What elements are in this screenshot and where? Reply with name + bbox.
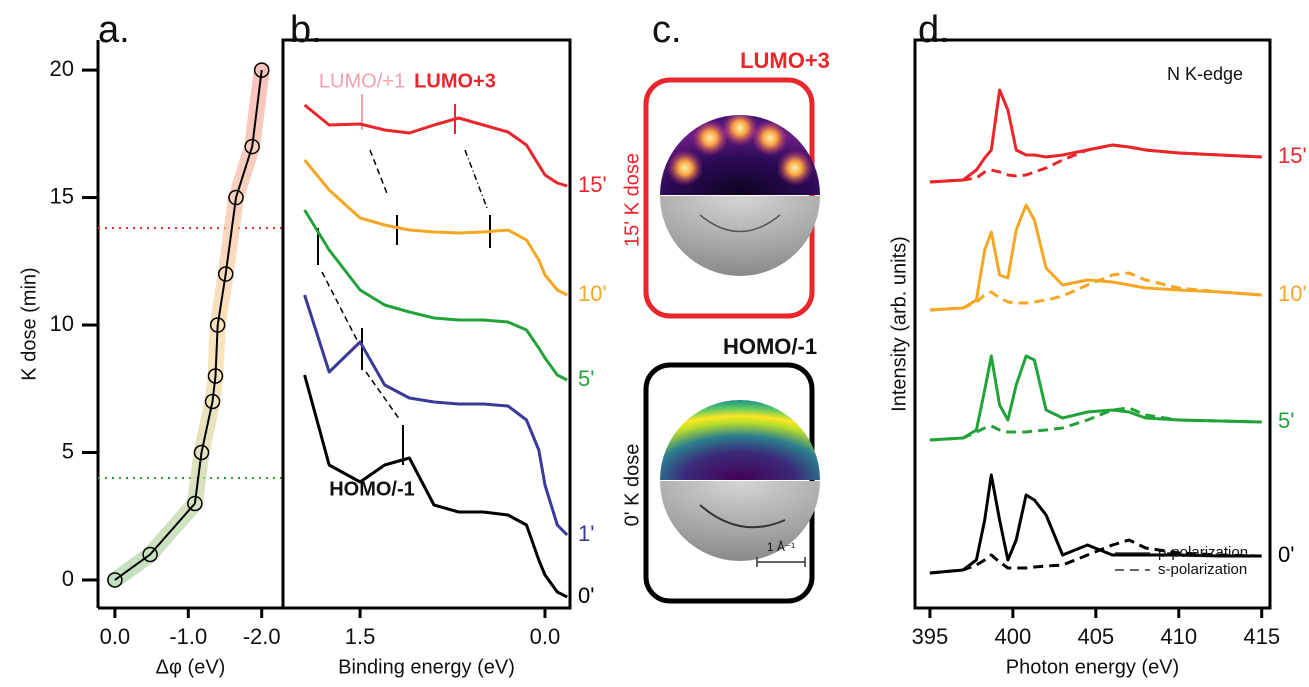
line xyxy=(929,203,1262,312)
series-label: 0' xyxy=(1278,542,1294,567)
axes-frame xyxy=(913,38,1272,610)
spot xyxy=(777,150,813,186)
marker xyxy=(253,62,270,78)
x-axis-label: Δφ (eV) xyxy=(156,656,226,678)
marker xyxy=(207,368,224,384)
leed-feature xyxy=(699,504,786,529)
marker xyxy=(244,138,260,155)
orbital-label: LUMO+3 xyxy=(740,48,830,73)
leed-image xyxy=(660,196,820,276)
panel-label: c. xyxy=(652,9,682,51)
line-s-polarization xyxy=(929,271,1262,312)
line xyxy=(303,159,568,297)
panel-label: a. xyxy=(98,9,130,51)
panel-label: d. xyxy=(918,9,950,51)
line xyxy=(929,473,1262,575)
line xyxy=(303,294,569,537)
marker xyxy=(193,444,210,461)
series-label: 10' xyxy=(1278,281,1307,306)
series-label: 5' xyxy=(1278,408,1294,433)
x-tick-label: 0.0 xyxy=(100,624,131,649)
x-axis-label: Binding energy (eV) xyxy=(338,656,515,678)
annotation: HOMO/-1 xyxy=(329,478,415,500)
line xyxy=(303,103,568,188)
line xyxy=(303,209,568,382)
homo-map xyxy=(660,400,820,480)
line xyxy=(303,374,568,599)
y-tick-label: 0 xyxy=(62,566,74,591)
axes-frame xyxy=(281,38,572,610)
marker xyxy=(204,393,221,410)
spot xyxy=(692,120,728,156)
spot xyxy=(752,120,788,156)
spot xyxy=(667,150,703,186)
dose-label: 0' K dose xyxy=(621,444,643,527)
x-tick-label: 400 xyxy=(995,624,1032,649)
peak-guides xyxy=(317,94,491,465)
x-tick-label: 0.0 xyxy=(530,624,561,649)
line-s-polarization xyxy=(929,538,1262,575)
y-tick-label: 20 xyxy=(50,56,74,81)
series-label: 15' xyxy=(1278,143,1307,168)
lumo-spots xyxy=(667,115,813,186)
leed-feature xyxy=(699,214,781,233)
line xyxy=(929,88,1262,184)
marker xyxy=(187,495,203,512)
y-tick-label: 10 xyxy=(50,311,74,336)
spot xyxy=(722,115,758,146)
panel-c xyxy=(643,77,820,604)
line-s-polarization xyxy=(929,143,1262,184)
dose-label: 15' K dose xyxy=(621,153,643,247)
y-tick-label: 15 xyxy=(50,183,74,208)
scale-label: 1 Å⁻¹ xyxy=(767,539,795,554)
line-s-polarization xyxy=(929,406,1262,442)
line xyxy=(114,69,263,581)
guide xyxy=(369,149,389,197)
marker xyxy=(217,266,234,282)
orbital-label: HOMO/-1 xyxy=(723,334,817,359)
x-tick-label: -1.0 xyxy=(169,624,207,649)
series-label: 5' xyxy=(578,366,594,391)
marker xyxy=(209,317,226,333)
annotation: N K-edge xyxy=(1167,64,1243,84)
legend-label: s-polarization xyxy=(1158,561,1247,578)
x-tick-label: -2.0 xyxy=(243,624,281,649)
marker xyxy=(142,546,158,563)
y-tick-label: 5 xyxy=(62,438,74,463)
series-label: 0' xyxy=(578,583,594,608)
series-label: 1' xyxy=(578,521,594,546)
x-tick-label: 1.5 xyxy=(345,624,376,649)
x-tick-label: 405 xyxy=(1077,624,1114,649)
leed-image xyxy=(660,481,820,561)
panel-label: b. xyxy=(290,9,322,51)
series-label: 10' xyxy=(578,281,607,306)
scale-bar xyxy=(756,557,806,567)
y-axis-label: K dose (min) xyxy=(18,267,40,380)
guide xyxy=(464,149,488,209)
marker xyxy=(228,189,244,206)
annotation: LUMO+3 xyxy=(414,70,496,92)
legend-label: p-polarization xyxy=(1158,544,1248,561)
x-axis-label: Photon energy (eV) xyxy=(1006,656,1179,678)
x-tick-label: 395 xyxy=(912,624,949,649)
guide xyxy=(321,271,358,341)
y-axis-label: Intensity (arb. units) xyxy=(888,236,910,412)
annotation: LUMO/+1 xyxy=(319,70,405,92)
marker xyxy=(107,572,123,588)
line xyxy=(929,354,1262,442)
x-tick-label: 410 xyxy=(1160,624,1197,649)
series-label: 15' xyxy=(578,172,607,197)
x-tick-label: 415 xyxy=(1243,624,1280,649)
